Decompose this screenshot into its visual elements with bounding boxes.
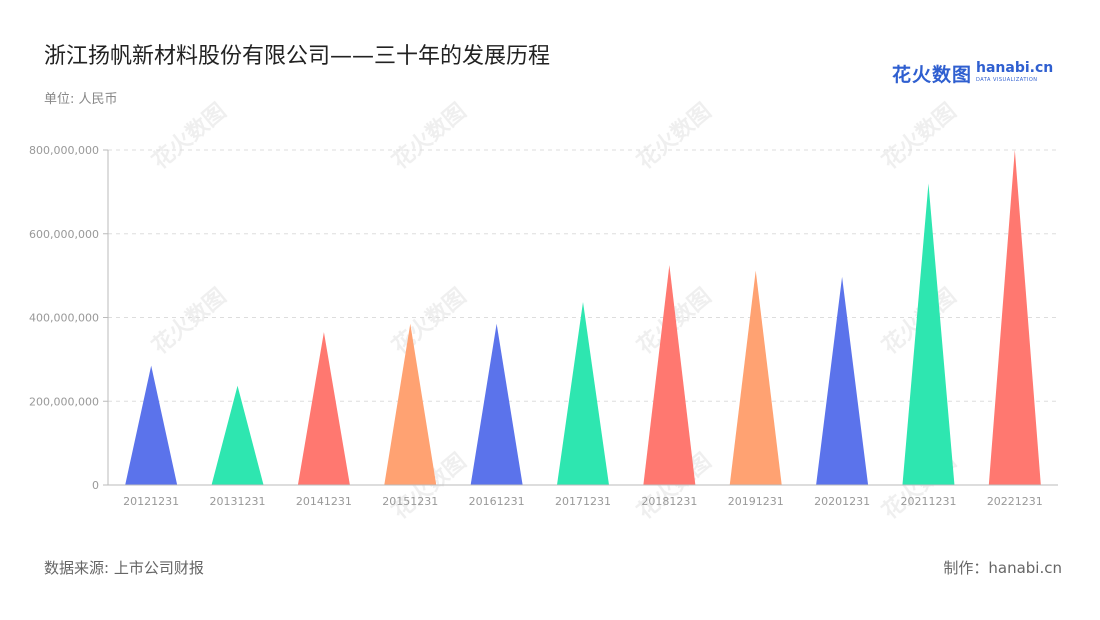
watermark-5: 花火数图: [387, 283, 471, 359]
x-tick-label-20221231: 20221231: [987, 495, 1043, 508]
y-tick-label-0: 0: [92, 479, 99, 492]
watermark-4: 花火数图: [147, 283, 231, 359]
x-tick-label-20161231: 20161231: [469, 495, 525, 508]
data-source: 数据来源: 上市公司财报: [44, 559, 204, 577]
bar-20211231: [902, 183, 955, 485]
y-tick-label-2: 400,000,000: [29, 312, 99, 325]
bar-20161231: [470, 323, 523, 485]
logo-sub-text: DATA VISUALIZATION: [976, 77, 1038, 83]
bars: [125, 150, 1041, 485]
y-tick-label-3: 600,000,000: [29, 228, 99, 241]
x-axis: 20121231 20131231 20141231 20151231 20161231…: [108, 484, 1058, 508]
x-tick-label-20211231: 20211231: [900, 495, 956, 508]
watermark-2: 花火数图: [632, 98, 716, 174]
x-tick-label-20121231: 20121231: [123, 495, 179, 508]
y-axis: 0 200,000,000 400,000,000 600,000,000 800,00…: [29, 144, 109, 492]
bar-20181231: [643, 265, 696, 485]
chart-title: 浙江扬帆新材料股份有限公司——三十年的发展历程: [44, 44, 551, 69]
y-tick-label-1: 200,000,000: [29, 395, 99, 408]
credit-text: 制作：hanabi.cn: [943, 559, 1062, 577]
x-tick-label-20141231: 20141231: [296, 495, 352, 508]
bar-20201231: [816, 276, 869, 485]
bar-20121231: [125, 365, 178, 485]
x-tick-label-20131231: 20131231: [210, 495, 266, 508]
logo-en-text: hanabi.cn: [976, 60, 1054, 76]
bar-20131231: [211, 385, 264, 485]
watermark-3: 花火数图: [877, 98, 961, 174]
x-tick-label-20151231: 20151231: [382, 495, 438, 508]
y-tick-label-4: 800,000,000: [29, 144, 99, 157]
bar-20171231: [557, 302, 609, 485]
bar-20141231: [297, 332, 350, 485]
unit-label: 单位: 人民币: [44, 92, 118, 107]
x-tick-label-20191231: 20191231: [728, 495, 784, 508]
watermark-1: 花火数图: [387, 98, 471, 174]
x-tick-label-20181231: 20181231: [641, 495, 697, 508]
bar-20151231: [384, 323, 437, 485]
bar-20221231: [988, 150, 1041, 485]
bar-20191231: [729, 270, 782, 485]
x-tick-label-20201231: 20201231: [814, 495, 870, 508]
brand-logo: 花火数图 hanabi.cn DATA VISUALIZATION: [892, 60, 1053, 87]
watermark-0: 花火数图: [147, 98, 231, 174]
x-tick-label-20171231: 20171231: [555, 495, 611, 508]
logo-cn-text: 花火数图: [892, 64, 973, 86]
